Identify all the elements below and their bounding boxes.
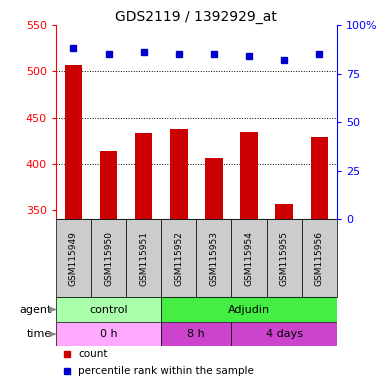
Text: GSM115954: GSM115954 (244, 231, 254, 286)
Text: percentile rank within the sample: percentile rank within the sample (78, 366, 254, 376)
Bar (231, 219, 266, 297)
Text: agent: agent (19, 305, 52, 314)
Title: GDS2119 / 1392929_at: GDS2119 / 1392929_at (116, 10, 277, 24)
Bar (65, 65, 82, 219)
Text: 4 days: 4 days (266, 329, 303, 339)
Bar (170, 129, 187, 219)
Bar (161, 219, 196, 297)
Text: 0 h: 0 h (100, 329, 117, 339)
Bar (240, 132, 258, 219)
Bar (91, 219, 126, 297)
Text: Adjudin: Adjudin (228, 305, 270, 314)
Bar (135, 133, 152, 219)
Bar (56, 322, 161, 346)
Bar (275, 204, 293, 219)
Text: 8 h: 8 h (187, 329, 205, 339)
Bar (161, 322, 231, 346)
Bar (205, 158, 223, 219)
Text: GSM115950: GSM115950 (104, 231, 113, 286)
Bar (231, 322, 337, 346)
Text: GSM115953: GSM115953 (209, 231, 218, 286)
Text: control: control (89, 305, 128, 314)
Bar (126, 219, 161, 297)
Bar (56, 219, 91, 297)
Text: GSM115955: GSM115955 (280, 231, 289, 286)
Text: GSM115949: GSM115949 (69, 231, 78, 286)
Text: GSM115951: GSM115951 (139, 231, 148, 286)
Text: time: time (26, 329, 52, 339)
Text: count: count (78, 349, 108, 359)
Bar (196, 219, 231, 297)
Bar (302, 219, 337, 297)
Text: GSM115952: GSM115952 (174, 231, 183, 286)
Bar (311, 137, 328, 219)
Bar (56, 297, 161, 322)
Bar (161, 297, 337, 322)
Bar (100, 151, 117, 219)
Bar (266, 219, 302, 297)
Text: GSM115956: GSM115956 (315, 231, 324, 286)
